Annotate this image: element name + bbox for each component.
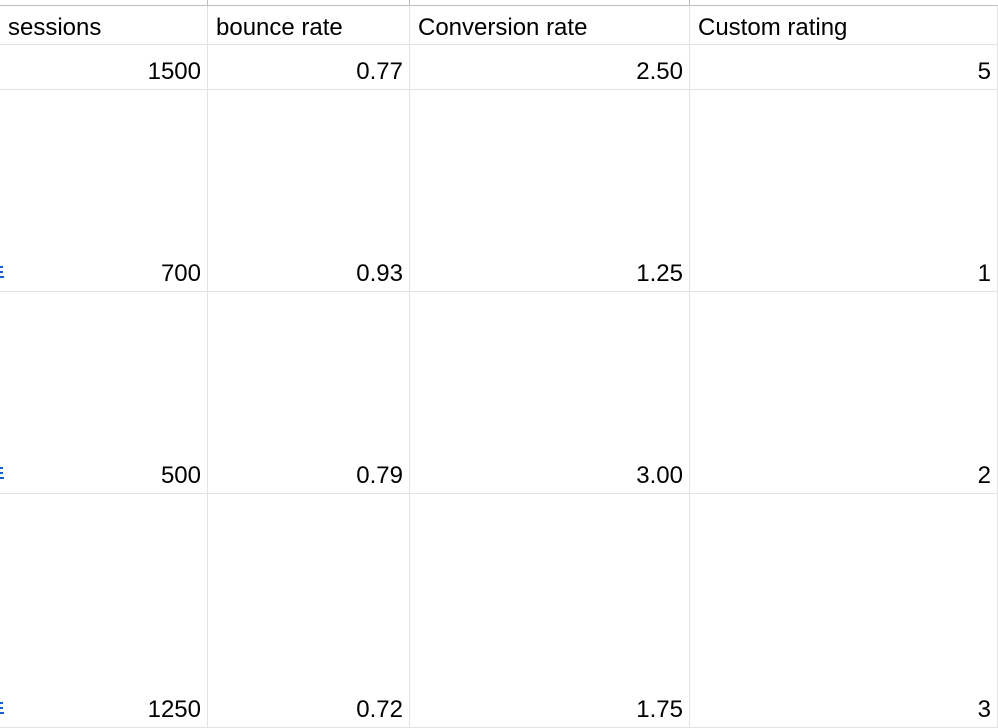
header-label: Custom rating bbox=[698, 14, 848, 41]
cell-custom-rating[interactable]: 2 bbox=[690, 292, 998, 494]
cell-custom-rating[interactable]: 3 bbox=[690, 494, 998, 728]
cell-sessions[interactable]: 500 bbox=[0, 292, 208, 494]
cell-value: 500 bbox=[160, 462, 201, 489]
cell-value: 0.79 bbox=[356, 462, 403, 489]
header-cell-custom-rating[interactable]: Custom rating bbox=[690, 6, 998, 45]
cell-value: 0.72 bbox=[356, 696, 403, 723]
header-label: Conversion rate bbox=[418, 14, 588, 41]
cell-value: 1.25 bbox=[636, 260, 683, 287]
header-cell-conversion-rate[interactable]: Conversion rate bbox=[410, 6, 690, 45]
header-label: sessions bbox=[8, 14, 102, 41]
column-divider bbox=[207, 0, 208, 6]
cell-conversion-rate[interactable]: 3.00 bbox=[410, 292, 690, 494]
cell-custom-rating[interactable]: 1 bbox=[690, 90, 998, 292]
cell-conversion-rate[interactable]: 1.25 bbox=[410, 90, 690, 292]
cell-conversion-rate[interactable]: 2.50 bbox=[410, 45, 690, 90]
cell-sessions[interactable]: 1250 bbox=[0, 494, 208, 728]
cell-bounce-rate[interactable]: 0.79 bbox=[208, 292, 410, 494]
cell-value: 700 bbox=[160, 260, 201, 287]
cell-bounce-rate[interactable]: 0.72 bbox=[208, 494, 410, 728]
header-cell-bounce-rate[interactable]: bounce rate bbox=[208, 6, 410, 45]
cell-value: 1 bbox=[977, 260, 991, 287]
cell-value: 2.50 bbox=[636, 58, 683, 85]
cell-sessions[interactable]: 700 bbox=[0, 90, 208, 292]
cell-value: 5 bbox=[977, 58, 991, 85]
cell-value: 2 bbox=[977, 462, 991, 489]
cell-value: 0.77 bbox=[356, 58, 403, 85]
column-divider bbox=[409, 0, 410, 6]
cell-value: 1.75 bbox=[636, 696, 683, 723]
cell-bounce-rate[interactable]: 0.93 bbox=[208, 90, 410, 292]
frozen-row-border bbox=[0, 0, 998, 6]
link-fragment[interactable] bbox=[0, 264, 4, 278]
cell-conversion-rate[interactable]: 1.75 bbox=[410, 494, 690, 728]
link-fragment[interactable] bbox=[0, 700, 4, 714]
cell-value: 0.93 bbox=[356, 260, 403, 287]
cell-value: 3.00 bbox=[636, 462, 683, 489]
link-fragment[interactable] bbox=[0, 465, 4, 479]
cell-custom-rating[interactable]: 5 bbox=[690, 45, 998, 90]
cell-value: 3 bbox=[977, 696, 991, 723]
header-cell-sessions[interactable]: sessions bbox=[0, 6, 208, 45]
cell-value: 1250 bbox=[147, 696, 201, 723]
cell-bounce-rate[interactable]: 0.77 bbox=[208, 45, 410, 90]
header-label: bounce rate bbox=[216, 14, 343, 41]
column-divider bbox=[689, 0, 690, 6]
cell-sessions[interactable]: 1500 bbox=[0, 45, 208, 90]
cell-value: 1500 bbox=[147, 58, 201, 85]
